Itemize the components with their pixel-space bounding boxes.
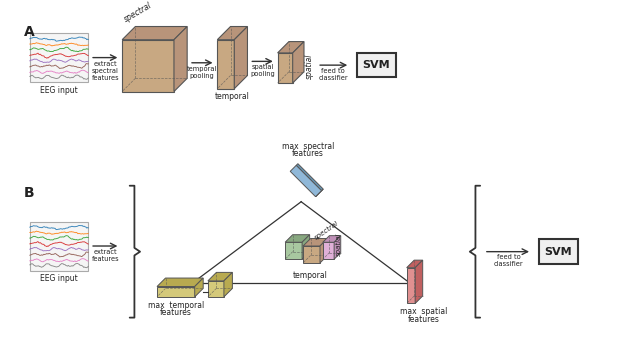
Text: spectral: spectral	[122, 0, 153, 24]
Polygon shape	[320, 238, 328, 263]
Text: SVM: SVM	[545, 247, 572, 257]
Polygon shape	[323, 236, 340, 242]
Bar	[30, 221, 88, 270]
Text: features: features	[292, 149, 324, 158]
Polygon shape	[278, 42, 304, 53]
Polygon shape	[406, 260, 422, 268]
Polygon shape	[406, 268, 415, 303]
Polygon shape	[278, 53, 292, 83]
Text: max  temporal: max temporal	[148, 301, 204, 310]
Polygon shape	[157, 278, 203, 287]
Text: spatial: spatial	[336, 233, 342, 256]
Polygon shape	[157, 287, 195, 297]
Polygon shape	[316, 189, 323, 197]
Polygon shape	[208, 273, 232, 281]
Polygon shape	[296, 164, 323, 191]
Text: A: A	[24, 24, 35, 39]
Polygon shape	[285, 242, 302, 259]
Polygon shape	[290, 165, 321, 197]
Polygon shape	[292, 42, 304, 83]
Text: extract
spectral
features: extract spectral features	[92, 61, 119, 81]
Polygon shape	[302, 235, 310, 259]
Polygon shape	[218, 40, 234, 89]
Text: feed to
classifier: feed to classifier	[318, 68, 348, 81]
Text: EEG input: EEG input	[40, 274, 78, 283]
Text: temporal
pooling: temporal pooling	[187, 66, 218, 78]
Text: SVM: SVM	[363, 60, 390, 70]
Polygon shape	[224, 273, 232, 297]
Polygon shape	[415, 260, 422, 303]
Polygon shape	[122, 27, 187, 40]
Text: max  spatial: max spatial	[400, 307, 447, 316]
Polygon shape	[208, 281, 224, 297]
FancyBboxPatch shape	[356, 53, 396, 77]
Text: max  spectral: max spectral	[282, 142, 334, 151]
Text: features: features	[408, 315, 440, 324]
Polygon shape	[334, 236, 340, 259]
Polygon shape	[303, 238, 328, 246]
Polygon shape	[174, 27, 187, 91]
Polygon shape	[195, 278, 203, 297]
Text: extract
features: extract features	[92, 249, 119, 262]
Polygon shape	[323, 242, 334, 259]
Polygon shape	[234, 27, 248, 89]
Polygon shape	[122, 40, 174, 91]
Text: B: B	[24, 186, 35, 200]
Bar	[30, 33, 88, 82]
Polygon shape	[218, 27, 248, 40]
Text: spectral: spectral	[314, 220, 340, 241]
Polygon shape	[303, 246, 320, 263]
Text: features: features	[160, 308, 192, 317]
Text: spatial
pooling: spatial pooling	[250, 64, 275, 77]
Text: temporal: temporal	[215, 93, 250, 102]
FancyBboxPatch shape	[538, 239, 578, 264]
Text: EEG input: EEG input	[40, 86, 78, 95]
Text: feed to
classifier: feed to classifier	[493, 255, 524, 267]
Text: temporal: temporal	[293, 270, 328, 279]
Polygon shape	[285, 235, 310, 242]
Text: spatial: spatial	[305, 53, 314, 79]
